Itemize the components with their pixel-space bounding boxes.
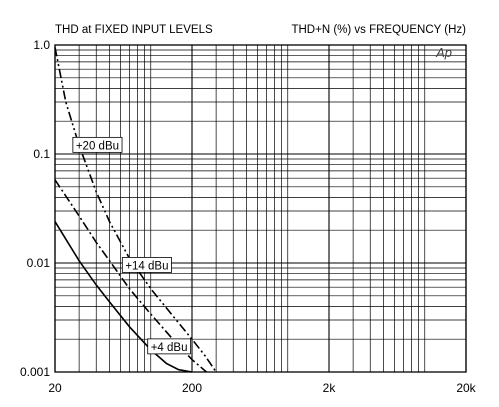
- curve-labels: +20 dBu +14 dBu +4 dBu: [72, 136, 191, 355]
- tick-labels: 20 200 2k 20k 1.0 0.1 0.01 0.001: [20, 38, 477, 395]
- series-label: +14 dBu: [121, 257, 172, 273]
- y-tick-label: 1.0: [33, 38, 50, 52]
- series-label: +4 dBu: [147, 338, 191, 355]
- series-label-text: +4 dBu: [151, 342, 188, 354]
- plot-frame: [54, 44, 467, 373]
- x-tick-label: 20k: [456, 381, 476, 395]
- series-label-box: [72, 136, 123, 153]
- series-line: [54, 179, 208, 373]
- y-tick-label: 0.1: [33, 147, 50, 161]
- series-label-box: [147, 338, 191, 355]
- x-tick-label: 2k: [323, 381, 337, 395]
- ap-watermark: Ap: [435, 45, 452, 60]
- series-label-text: +20 dBu: [76, 140, 119, 152]
- y-tick-label: 0.001: [20, 365, 50, 379]
- series-label-box: [121, 257, 172, 273]
- series-line: [54, 221, 193, 373]
- x-tick-label: 200: [182, 381, 202, 395]
- grid-lines: [54, 44, 467, 373]
- y-tick-label: 0.01: [27, 256, 51, 270]
- x-tick-label: 20: [48, 381, 62, 395]
- chart-title-right: THD+N (%) vs FREQUENCY (Hz): [291, 24, 466, 36]
- series-label-text: +14 dBu: [125, 260, 168, 272]
- chart-title-left: THD at FIXED INPUT LEVELS: [55, 24, 213, 36]
- series-label: +20 dBu: [72, 136, 123, 153]
